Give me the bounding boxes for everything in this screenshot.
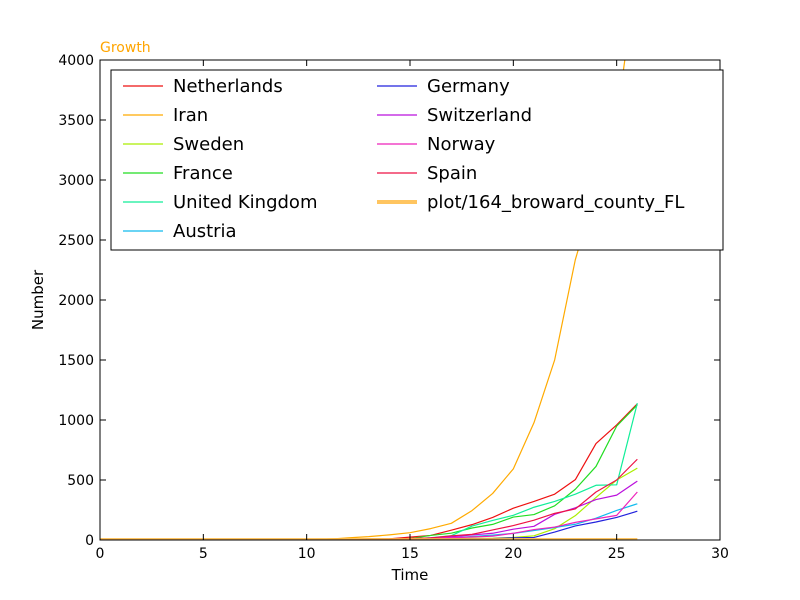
y-tick-label: 500 xyxy=(67,473,94,489)
y-tick-label: 1500 xyxy=(58,353,94,369)
legend-label-sweden: Sweden xyxy=(173,134,244,155)
series-line-netherlands xyxy=(100,403,638,540)
y-tick-label: 2500 xyxy=(58,233,94,249)
ticks-layer: 0 5 10 15 20 25 30 0 500 1000 1500 2000 2500 3000 3500… xyxy=(58,53,729,562)
y-tick-label: 3000 xyxy=(58,173,94,189)
legend-label-germany: Germany xyxy=(427,76,510,97)
legend: Netherlands Iran Sweden France United Kingdo… xyxy=(110,69,724,251)
series-line-iran xyxy=(100,60,626,540)
x-axis-label: Time xyxy=(391,566,429,584)
y-tick-label: 2000 xyxy=(58,293,94,309)
series-line-norway xyxy=(100,491,638,540)
y-tick-label: 4000 xyxy=(58,53,94,69)
x-tick-label: 20 xyxy=(504,546,522,562)
y-tick-label: 1000 xyxy=(58,413,94,429)
legend-label-netherlands: Netherlands xyxy=(173,76,283,97)
legend-label-iran: Iran xyxy=(173,105,208,126)
legend-label-united-kingdom: United Kingdom xyxy=(173,192,317,213)
x-tick-label: 25 xyxy=(608,546,626,562)
legend-label-austria: Austria xyxy=(173,221,237,242)
y-axis-label: Number xyxy=(29,269,47,330)
chart-title: Growth xyxy=(100,40,151,56)
legend-label-france: France xyxy=(173,163,233,184)
x-tick-label: 15 xyxy=(401,546,419,562)
series-line-germany xyxy=(100,510,638,540)
legend-box xyxy=(110,69,724,251)
series-line-france xyxy=(100,404,638,540)
legend-label-norway: Norway xyxy=(427,134,496,155)
legend-label-switzerland: Switzerland xyxy=(427,105,532,126)
series-line-united-kingdom xyxy=(100,403,638,540)
series-line-austria xyxy=(100,503,638,540)
y-tick-label: 0 xyxy=(85,533,94,549)
x-tick-label: 30 xyxy=(711,546,729,562)
legend-label-spain: Spain xyxy=(427,163,477,184)
x-tick-label: 10 xyxy=(298,546,316,562)
x-tick-label: 0 xyxy=(96,546,105,562)
y-tick-label: 3500 xyxy=(58,113,94,129)
legend-label-plot-164-broward-county-fl: plot/164_broward_county_FL xyxy=(427,192,684,213)
plot-frame xyxy=(99,59,721,541)
x-tick-label: 5 xyxy=(199,546,208,562)
